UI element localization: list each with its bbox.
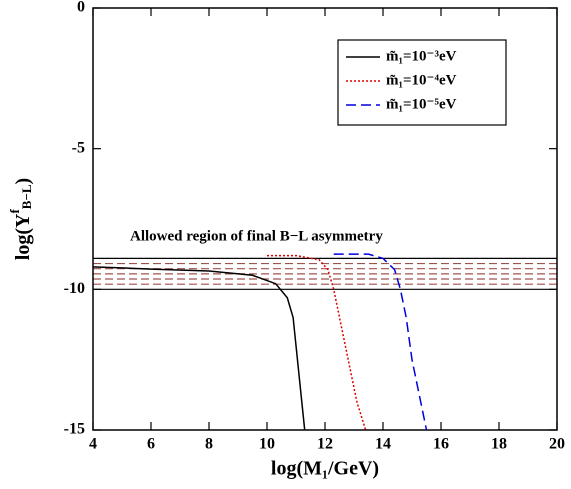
x-tick-label: 12: [317, 436, 333, 453]
x-tick-label: 6: [147, 436, 155, 453]
y-label-sub: B−L: [19, 184, 34, 209]
x-tick-label: 14: [375, 436, 391, 453]
series-line: [333, 253, 428, 431]
y-label-base: log(Y: [12, 213, 34, 260]
legend-text: m̃₁=10⁻⁵eV: [386, 96, 457, 112]
y-tick-label: -10: [64, 280, 85, 297]
x-tick-label: 4: [89, 436, 97, 453]
y-label-end: ): [12, 178, 34, 185]
legend-text: m̃₁=10⁻⁴eV: [386, 72, 457, 88]
x-tick-label: 8: [205, 436, 213, 453]
y-tick-label: 0: [77, 0, 85, 16]
x-tick-label: 20: [549, 436, 565, 453]
x-axis-label: log(M₁/GeV): [271, 458, 379, 480]
series-line: [92, 266, 306, 431]
series-line: [267, 254, 367, 431]
x-tick-label: 10: [259, 436, 275, 453]
y-label-sup: f: [7, 209, 22, 214]
y-axis-label: log(YfB−L): [7, 178, 34, 260]
legend-box: [337, 39, 507, 126]
y-tick-label: -5: [72, 139, 85, 156]
y-tick-label: -15: [64, 421, 85, 438]
annotation: Allowed region of final B−L asymmetry: [130, 228, 383, 244]
x-tick-label: 18: [491, 436, 507, 453]
legend-text: m̃₁=10⁻³eV: [386, 48, 457, 64]
x-tick-label: 16: [433, 436, 449, 453]
